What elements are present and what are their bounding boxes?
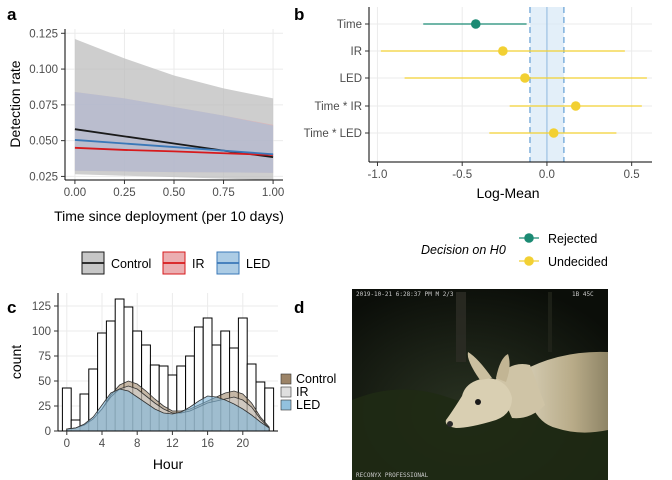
panel-b-y-tick-label-3: Time * IR [315, 101, 363, 113]
panel-c-legend-label-control: Control [296, 372, 336, 386]
panel-c-y-axis-title: count [8, 345, 24, 379]
panel-a-y-tick-label-1: 0.050 [29, 136, 58, 148]
panel-b-y-tick-label-4: Time * LED [304, 128, 362, 140]
panel-a-legend: Control IR LED [81, 251, 270, 275]
panel-c-y-tick-label-2: 50 [38, 376, 51, 388]
photo-tree-trunk-2 [548, 292, 552, 352]
panel-a-y-ticks: 0.025 0.050 0.075 0.100 0.125 [29, 28, 65, 183]
panel-c-legend-key-led [280, 399, 292, 411]
panel-c-legend-key-control [280, 373, 292, 385]
panel-a-y-tick-label-2: 0.075 [29, 100, 58, 112]
photo-tree-trunk [456, 292, 466, 362]
panel-b-y-tick-label-1: IR [351, 46, 363, 58]
panel-d-camera-photo: 2019-10-21 6:28:37 PM M 2/3 1B 45C RECON… [352, 289, 608, 480]
panel-a-y-tick-label-4: 0.125 [29, 28, 58, 40]
panel-a-y-axis-title: Detection rate [7, 60, 23, 147]
panel-c-y-tick-label-1: 25 [38, 401, 51, 413]
panel-a-legend-label-led: LED [246, 257, 270, 271]
panel-b-x-tick-label-3: 0.5 [624, 169, 640, 181]
panel-c-x-ticks: 0 4 8 12 16 20 [64, 431, 249, 450]
panel-c-density-led [66, 388, 270, 432]
panel-a-x-tick-label-2: 0.50 [163, 187, 185, 199]
panel-c-x-tick-label-2: 8 [134, 438, 140, 450]
panel-b-legend-point-undecided [524, 256, 534, 266]
panel-a-line-ir [74, 146, 274, 156]
panel-b-legend-label-rejected: Rejected [548, 232, 597, 246]
panel-a-lines [74, 128, 274, 158]
panel-b-x-tick-label-0: -1.0 [368, 169, 388, 181]
panel-letter-c: c [7, 298, 16, 317]
photo-timestamp: 2019-10-21 6:28:37 PM M 2/3 [356, 291, 454, 298]
panel-b-coefficient-plot: Time IR LED Time * IR Time * LED -1.0 -0.5 0.0… [304, 7, 652, 269]
panel-c-x-tick-label-1: 4 [99, 438, 106, 450]
panel-c-x-tick-label-0: 0 [64, 438, 70, 450]
panel-a-y-tick-label-3: 0.100 [29, 64, 58, 76]
photo-deer-ear-right [496, 354, 510, 382]
panel-b-rope-region [529, 7, 565, 162]
panel-a-x-tick-label-1: 0.25 [113, 187, 135, 199]
panel-c-legend-key-ir [280, 386, 292, 398]
panel-c-y-tick-label-3: 75 [38, 351, 51, 363]
panel-letter-d: d [294, 298, 304, 317]
panel-b-legend-point-rejected [524, 233, 534, 243]
panel-c-x-tick-label-4: 16 [201, 438, 214, 450]
panel-b-point-4 [548, 128, 559, 138]
photo-deer-eye [475, 399, 481, 405]
panel-c-x-axis-title: Hour [153, 456, 184, 472]
photo-brand: RECONYX PROFESSIONAL [356, 472, 429, 479]
panel-c-y-tick-label-4: 100 [32, 326, 51, 338]
panel-a-line-control [74, 128, 274, 158]
panel-c-density [66, 380, 270, 432]
panel-a-legend-label-control: Control [111, 257, 151, 271]
panel-c-x-tick-label-3: 12 [166, 438, 179, 450]
panel-a-x-tick-label-0: 0.00 [64, 187, 86, 199]
panel-c-legend-label-ir: IR [296, 385, 309, 399]
panel-b-point-0 [470, 19, 481, 29]
panel-c-y-tick-label-5: 125 [32, 301, 51, 313]
panel-b-point-3 [570, 101, 581, 111]
panel-c-bar-0 [61, 387, 72, 432]
photo-deer-ear-left [467, 352, 492, 380]
panel-b-legend: Decision on H0 Rejected Undecided [421, 232, 608, 269]
panel-b-legend-label-undecided: Undecided [548, 255, 608, 269]
panel-a-x-tick-label-3: 0.75 [212, 187, 234, 199]
photo-deer-body [520, 351, 608, 433]
panel-a-x-tick-label-4: 1.00 [262, 187, 284, 199]
panel-c-x-tick-label-5: 20 [236, 438, 249, 450]
panel-b-x-axis-title: Log-Mean [476, 185, 539, 201]
photo-counter: 1B 45C [572, 291, 594, 298]
panel-b-x-ticks: -1.0 -0.5 0.0 0.5 [368, 162, 640, 181]
panel-a-line-led [74, 139, 274, 156]
panel-b-estimates [380, 19, 647, 138]
panel-c-y-ticks: 0 25 50 75 100 125 [32, 301, 58, 438]
panel-b-x-tick-label-2: 0.0 [539, 169, 555, 181]
panel-a-x-axis-title: Time since deployment (per 10 days) [54, 208, 284, 224]
panel-b-point-1 [498, 46, 508, 56]
panel-letter-b: b [294, 5, 304, 24]
panel-c-legend-label-led: LED [296, 398, 320, 412]
panel-c-histogram: 0 25 50 75 100 125 0 4 8 12 16 20 Hour count Contr… [8, 293, 336, 472]
panel-a-x-ticks: 0.00 0.25 0.50 0.75 1.00 [64, 180, 284, 199]
panel-b-legend-title: Decision on H0 [421, 243, 506, 257]
panel-b-y-tick-label-2: LED [340, 73, 362, 85]
panel-b-point-2 [520, 73, 530, 83]
panel-a-legend-label-ir: IR [192, 257, 205, 271]
panel-c-y-tick-label-0: 0 [45, 426, 51, 438]
panel-b-y-ticks: Time IR LED Time * IR Time * LED [304, 19, 369, 140]
panel-a-y-tick-label-0: 0.025 [29, 171, 58, 183]
panel-b-x-tick-label-1: -0.5 [452, 169, 472, 181]
panel-b-y-tick-label-0: Time [337, 19, 362, 31]
panel-b-grid [369, 7, 652, 162]
panel-letter-a: a [7, 5, 17, 24]
photo-deer-nose [447, 421, 453, 427]
